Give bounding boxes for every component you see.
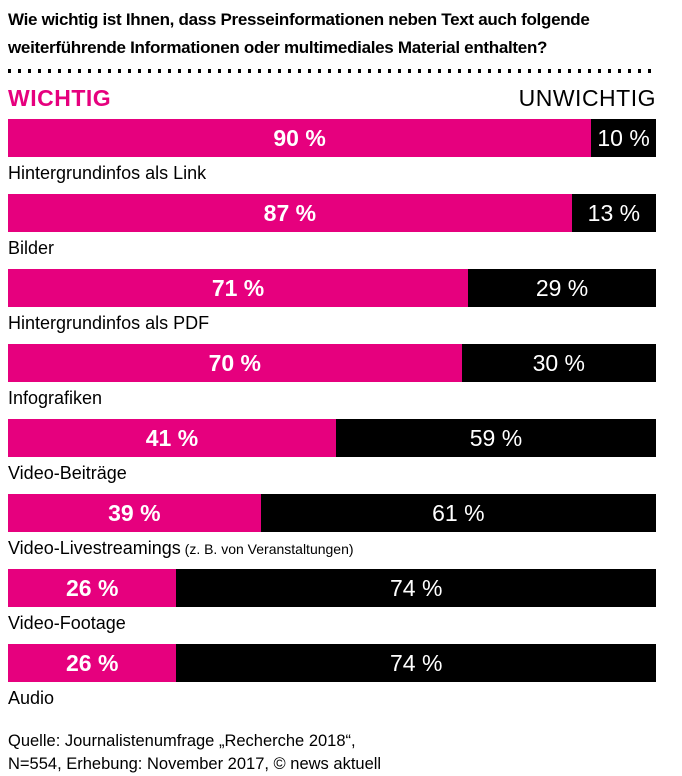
bar-category-label: Video-Beiträge [8, 461, 656, 486]
bar-segment-wichtig: 26 % [8, 569, 177, 607]
wichtig-percent-label: 26 % [66, 574, 119, 601]
category-name: Video-Footage [8, 613, 126, 633]
bar-segment-wichtig: 90 % [8, 119, 592, 157]
dotted-separator [8, 69, 656, 73]
stacked-bar: 26 % 74 % [8, 644, 656, 682]
bar-row: 71 % 29 % Hintergrundinfos als PDF [8, 269, 656, 344]
bar-category-label: Bilder [8, 236, 656, 261]
stacked-bar: 26 % 74 % [8, 569, 656, 607]
unwichtig-percent-label: 30 % [532, 349, 586, 376]
bar-segment-unwichtig: 29 % [468, 269, 656, 307]
unwichtig-percent-label: 13 % [587, 199, 641, 226]
unwichtig-percent-label: 61 % [432, 499, 485, 526]
bar-category-label: Infografiken [8, 386, 656, 411]
bar-segment-unwichtig: 74 % [176, 569, 656, 607]
unwichtig-percent-label: 59 % [469, 424, 523, 451]
bar-segment-wichtig: 26 % [8, 644, 177, 682]
bar-segment-unwichtig: 59 % [335, 419, 656, 457]
bar-row: 26 % 74 % Audio [8, 644, 656, 719]
bar-category-label: Video-Footage [8, 611, 656, 636]
source-line-2: N=554, Erhebung: November 2017, © news a… [8, 755, 382, 773]
bar-row: 87 % 13 % Bilder [8, 194, 656, 269]
source-note: Quelle: Journalistenumfrage „Recherche 2… [8, 730, 656, 776]
bar-category-label: Hintergrundinfos als PDF [8, 311, 656, 336]
unwichtig-percent-label: 74 % [390, 574, 443, 601]
bar-segment-wichtig: 41 % [8, 419, 336, 457]
bar-segment-unwichtig: 10 % [591, 119, 656, 157]
chart-title-line-2: weiterführende Informationen oder multim… [8, 38, 548, 57]
unwichtig-percent-label: 74 % [390, 649, 443, 676]
wichtig-percent-label: 71 % [211, 274, 265, 301]
stacked-bar: 41 % 59 % [8, 419, 656, 457]
wichtig-percent-label: 87 % [263, 199, 317, 226]
category-name: Video-Beiträge [8, 463, 127, 483]
bar-category-label: Hintergrundinfos als Link [8, 161, 656, 186]
stacked-bar: 70 % 30 % [8, 344, 656, 382]
bar-row: 90 % 10 % Hintergrundinfos als Link [8, 119, 656, 194]
bar-row: 39 % 61 % Video-Livestreamings (z. B. vo… [8, 494, 656, 569]
wichtig-percent-label: 90 % [273, 124, 326, 151]
category-name: Audio [8, 688, 55, 708]
legend: WICHTIG UNWICHTIG [8, 85, 656, 111]
category-name: Infografiken [8, 388, 103, 408]
unwichtig-percent-label: 29 % [535, 274, 589, 301]
stacked-bar: 39 % 61 % [8, 494, 656, 532]
stacked-bar: 71 % 29 % [8, 269, 656, 307]
bar-segment-unwichtig: 61 % [260, 494, 656, 532]
infographic: Wie wichtig ist Ihnen, dass Presseinform… [8, 0, 656, 776]
legend-wichtig-label: WICHTIG [8, 85, 112, 111]
bar-segment-unwichtig: 30 % [461, 344, 656, 382]
category-note: (z. B. von Veranstaltungen) [180, 541, 354, 557]
unwichtig-percent-label: 10 % [597, 124, 650, 151]
stacked-bar: 87 % 13 % [8, 194, 656, 232]
wichtig-percent-label: 70 % [208, 349, 262, 376]
category-name: Hintergrundinfos als Link [8, 163, 207, 183]
bars-list: 90 % 10 % Hintergrundinfos als Link 87 %… [8, 119, 656, 719]
bar-row: 41 % 59 % Video-Beiträge [8, 419, 656, 494]
bar-row: 26 % 74 % Video-Footage [8, 569, 656, 644]
bar-category-label: Video-Livestreamings (z. B. von Veransta… [8, 536, 656, 561]
wichtig-percent-label: 39 % [108, 499, 161, 526]
bar-category-label: Audio [8, 686, 656, 711]
wichtig-percent-label: 41 % [145, 424, 199, 451]
bar-segment-wichtig: 70 % [8, 344, 462, 382]
bar-segment-unwichtig: 74 % [176, 644, 656, 682]
stacked-bar: 90 % 10 % [8, 119, 656, 157]
category-name: Hintergrundinfos als PDF [8, 313, 210, 333]
category-name: Video-Livestreamings [8, 538, 181, 558]
source-line-1: Quelle: Journalistenumfrage „Recherche 2… [8, 732, 356, 750]
bar-segment-wichtig: 87 % [8, 194, 572, 232]
bar-row: 70 % 30 % Infografiken [8, 344, 656, 419]
wichtig-percent-label: 26 % [66, 649, 119, 676]
bar-segment-wichtig: 39 % [8, 494, 261, 532]
chart-title: Wie wichtig ist Ihnen, dass Presseinform… [8, 0, 656, 62]
bar-segment-unwichtig: 13 % [571, 194, 656, 232]
legend-unwichtig-label: UNWICHTIG [518, 85, 656, 111]
bar-segment-wichtig: 71 % [8, 269, 469, 307]
chart-title-line-1: Wie wichtig ist Ihnen, dass Presseinform… [8, 10, 590, 29]
category-name: Bilder [8, 238, 55, 258]
